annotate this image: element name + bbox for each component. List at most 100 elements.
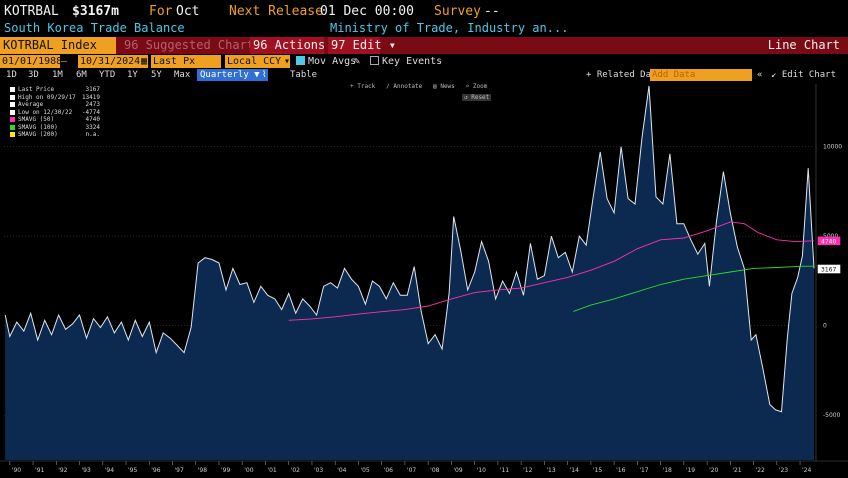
last-value: $3167m xyxy=(72,4,119,19)
smavg100-line xyxy=(573,265,815,312)
x-tick-label: '13 xyxy=(546,467,555,474)
news-tool[interactable]: ▤ News xyxy=(433,83,455,90)
x-tick-label: '95 xyxy=(128,467,137,474)
range-5y[interactable]: 5Y xyxy=(151,70,162,80)
survey-label: Survey xyxy=(434,4,481,19)
legend-label: SMAVG (200) xyxy=(18,131,58,138)
start-date-field[interactable]: 01/01/1988 xyxy=(0,55,63,68)
legend-swatch xyxy=(10,124,15,130)
for-value: Oct xyxy=(176,4,200,19)
range-bar: 1D 3D 1M 6M YTD 1Y 5Y Max Quarterly ▼ ⌇ … xyxy=(0,69,848,82)
x-tick-label: '15 xyxy=(593,467,602,474)
actions-menu[interactable]: 96 Actions ▾ xyxy=(250,37,340,54)
related-data-button[interactable]: + Related Dat xyxy=(586,70,657,80)
legend-swatch xyxy=(10,132,15,137)
collapse-icon[interactable]: « xyxy=(757,70,763,80)
survey-value: -- xyxy=(484,4,500,19)
range-3d[interactable]: 3D xyxy=(28,70,39,80)
calendar-icon[interactable]: ▦ xyxy=(141,56,148,67)
annotate-tool[interactable]: ∕ Annotate xyxy=(386,83,423,90)
legend-label: SMAVG (50) xyxy=(18,116,55,123)
mov-avgs-label: Mov Avgs xyxy=(308,56,357,67)
end-date-field[interactable]: 10/31/2024 xyxy=(78,55,148,68)
legend-swatch xyxy=(10,87,15,92)
x-tick-label: '19 xyxy=(686,467,695,474)
smavg50-tag-label: 4740 xyxy=(821,238,836,245)
period-selector[interactable]: Quarterly ▼ xyxy=(197,69,263,81)
range-max[interactable]: Max xyxy=(174,70,191,80)
ticker[interactable]: KOTRBAL xyxy=(4,4,59,19)
legend-entry: SMAVG (100) 3324 xyxy=(10,124,100,132)
x-tick-label: '21 xyxy=(732,467,741,474)
chart-legend: Last Price 3167 High on 09/29/17 13419 Avera… xyxy=(10,86,100,139)
x-tick-label: '07 xyxy=(407,467,416,474)
add-data-input[interactable]: Add Data xyxy=(650,69,752,81)
chart-style-icon[interactable]: ⌇ xyxy=(260,69,269,81)
mov-avgs-checkbox-icon[interactable] xyxy=(296,56,305,65)
smavg50-line xyxy=(288,221,815,321)
reset-tool[interactable]: ↺ Reset xyxy=(462,94,492,101)
legend-label: Low on 12/30/22 xyxy=(18,108,73,116)
index-field[interactable]: KOTRBAL Index xyxy=(0,37,116,54)
x-tick-label: '22 xyxy=(756,467,765,474)
legend-swatch xyxy=(10,94,15,100)
dropdown-arrow-icon[interactable]: ▾ xyxy=(284,56,291,67)
legend-entry: Low on 12/30/22 -4774 xyxy=(10,109,100,117)
x-tick-label: '90 xyxy=(12,467,21,474)
x-tick-label: '06 xyxy=(384,467,393,474)
date-range-dash-icon: – xyxy=(61,56,68,67)
x-tick-label: '14 xyxy=(570,467,579,474)
currency-selector[interactable]: Local CCY xyxy=(225,55,290,68)
range-1y[interactable]: 1Y xyxy=(127,70,138,80)
range-6m[interactable]: 6M xyxy=(76,70,87,80)
key-events-checkbox-icon[interactable] xyxy=(370,56,379,65)
key-events-label: Key Events xyxy=(382,56,443,67)
track-tool[interactable]: + Track xyxy=(350,83,376,90)
x-tick-label: '98 xyxy=(198,467,207,474)
legend-label: Average xyxy=(18,101,44,108)
x-tick-label: '96 xyxy=(151,467,160,474)
edit-chart-button[interactable]: ↙ Edit Chart xyxy=(771,70,837,80)
range-1d[interactable]: 1D xyxy=(6,70,17,80)
edit-menu[interactable]: 97 Edit ▾ xyxy=(328,37,396,54)
x-tick-label: '16 xyxy=(616,467,625,474)
security-header: KOTRBAL $3167m For Oct Next Release 01 D… xyxy=(0,0,848,22)
chart-controls: 01/01/1988 – 10/31/2024 ▦ Last Px Local … xyxy=(0,55,848,69)
data-source[interactable]: Ministry of Trade, Industry an... xyxy=(330,21,569,35)
x-tick-label: '00 xyxy=(244,467,253,474)
security-subheader: South Korea Trade Balance Ministry of Tr… xyxy=(0,21,848,36)
x-tick-label: '18 xyxy=(663,467,672,474)
zoom-tool[interactable]: ⌕ Zoom xyxy=(465,83,488,90)
legend-value: 3324 xyxy=(85,123,100,131)
x-tick-label: '24 xyxy=(802,467,811,474)
legend-entry: SMAVG (50) 4740 xyxy=(10,116,100,124)
legend-swatch xyxy=(10,109,15,115)
last-price-line xyxy=(4,85,815,413)
x-tick-label: '99 xyxy=(221,467,230,474)
x-tick-label: '09 xyxy=(453,467,462,474)
legend-swatch xyxy=(10,102,15,107)
x-tick-label: '04 xyxy=(337,467,346,474)
legend-value: 13419 xyxy=(81,93,100,101)
legend-label: Last Price xyxy=(18,86,55,93)
table-button[interactable]: Table xyxy=(290,70,318,80)
trade-balance-chart[interactable]: 1000050000-5000'90'91'92'93'94'95'96'97'… xyxy=(0,82,848,478)
x-tick-label: '97 xyxy=(175,467,184,474)
x-tick-label: '03 xyxy=(314,467,323,474)
range-1m[interactable]: 1M xyxy=(52,70,63,80)
next-release-value: 01 Dec 00:00 xyxy=(320,4,414,19)
field-selector[interactable]: Last Px xyxy=(151,55,221,68)
suggested-charts-button[interactable]: 96 Suggested Charts ▾ xyxy=(124,38,276,52)
x-tick-label: '94 xyxy=(105,467,114,474)
security-description: South Korea Trade Balance xyxy=(4,21,185,35)
x-tick-label: '91 xyxy=(35,467,44,474)
mov-avgs-toggle[interactable]: Mov Avgs xyxy=(296,55,356,68)
range-ytd[interactable]: YTD xyxy=(99,70,116,80)
key-events-toggle[interactable]: Key Events xyxy=(370,55,442,68)
legend-value: -4774 xyxy=(81,108,100,116)
x-tick-label: '93 xyxy=(82,467,91,474)
legend-value: 4740 xyxy=(85,116,100,123)
pencil-icon[interactable]: ✎ xyxy=(354,56,361,67)
x-tick-label: '02 xyxy=(291,467,300,474)
legend-value: 3167 xyxy=(85,86,100,93)
